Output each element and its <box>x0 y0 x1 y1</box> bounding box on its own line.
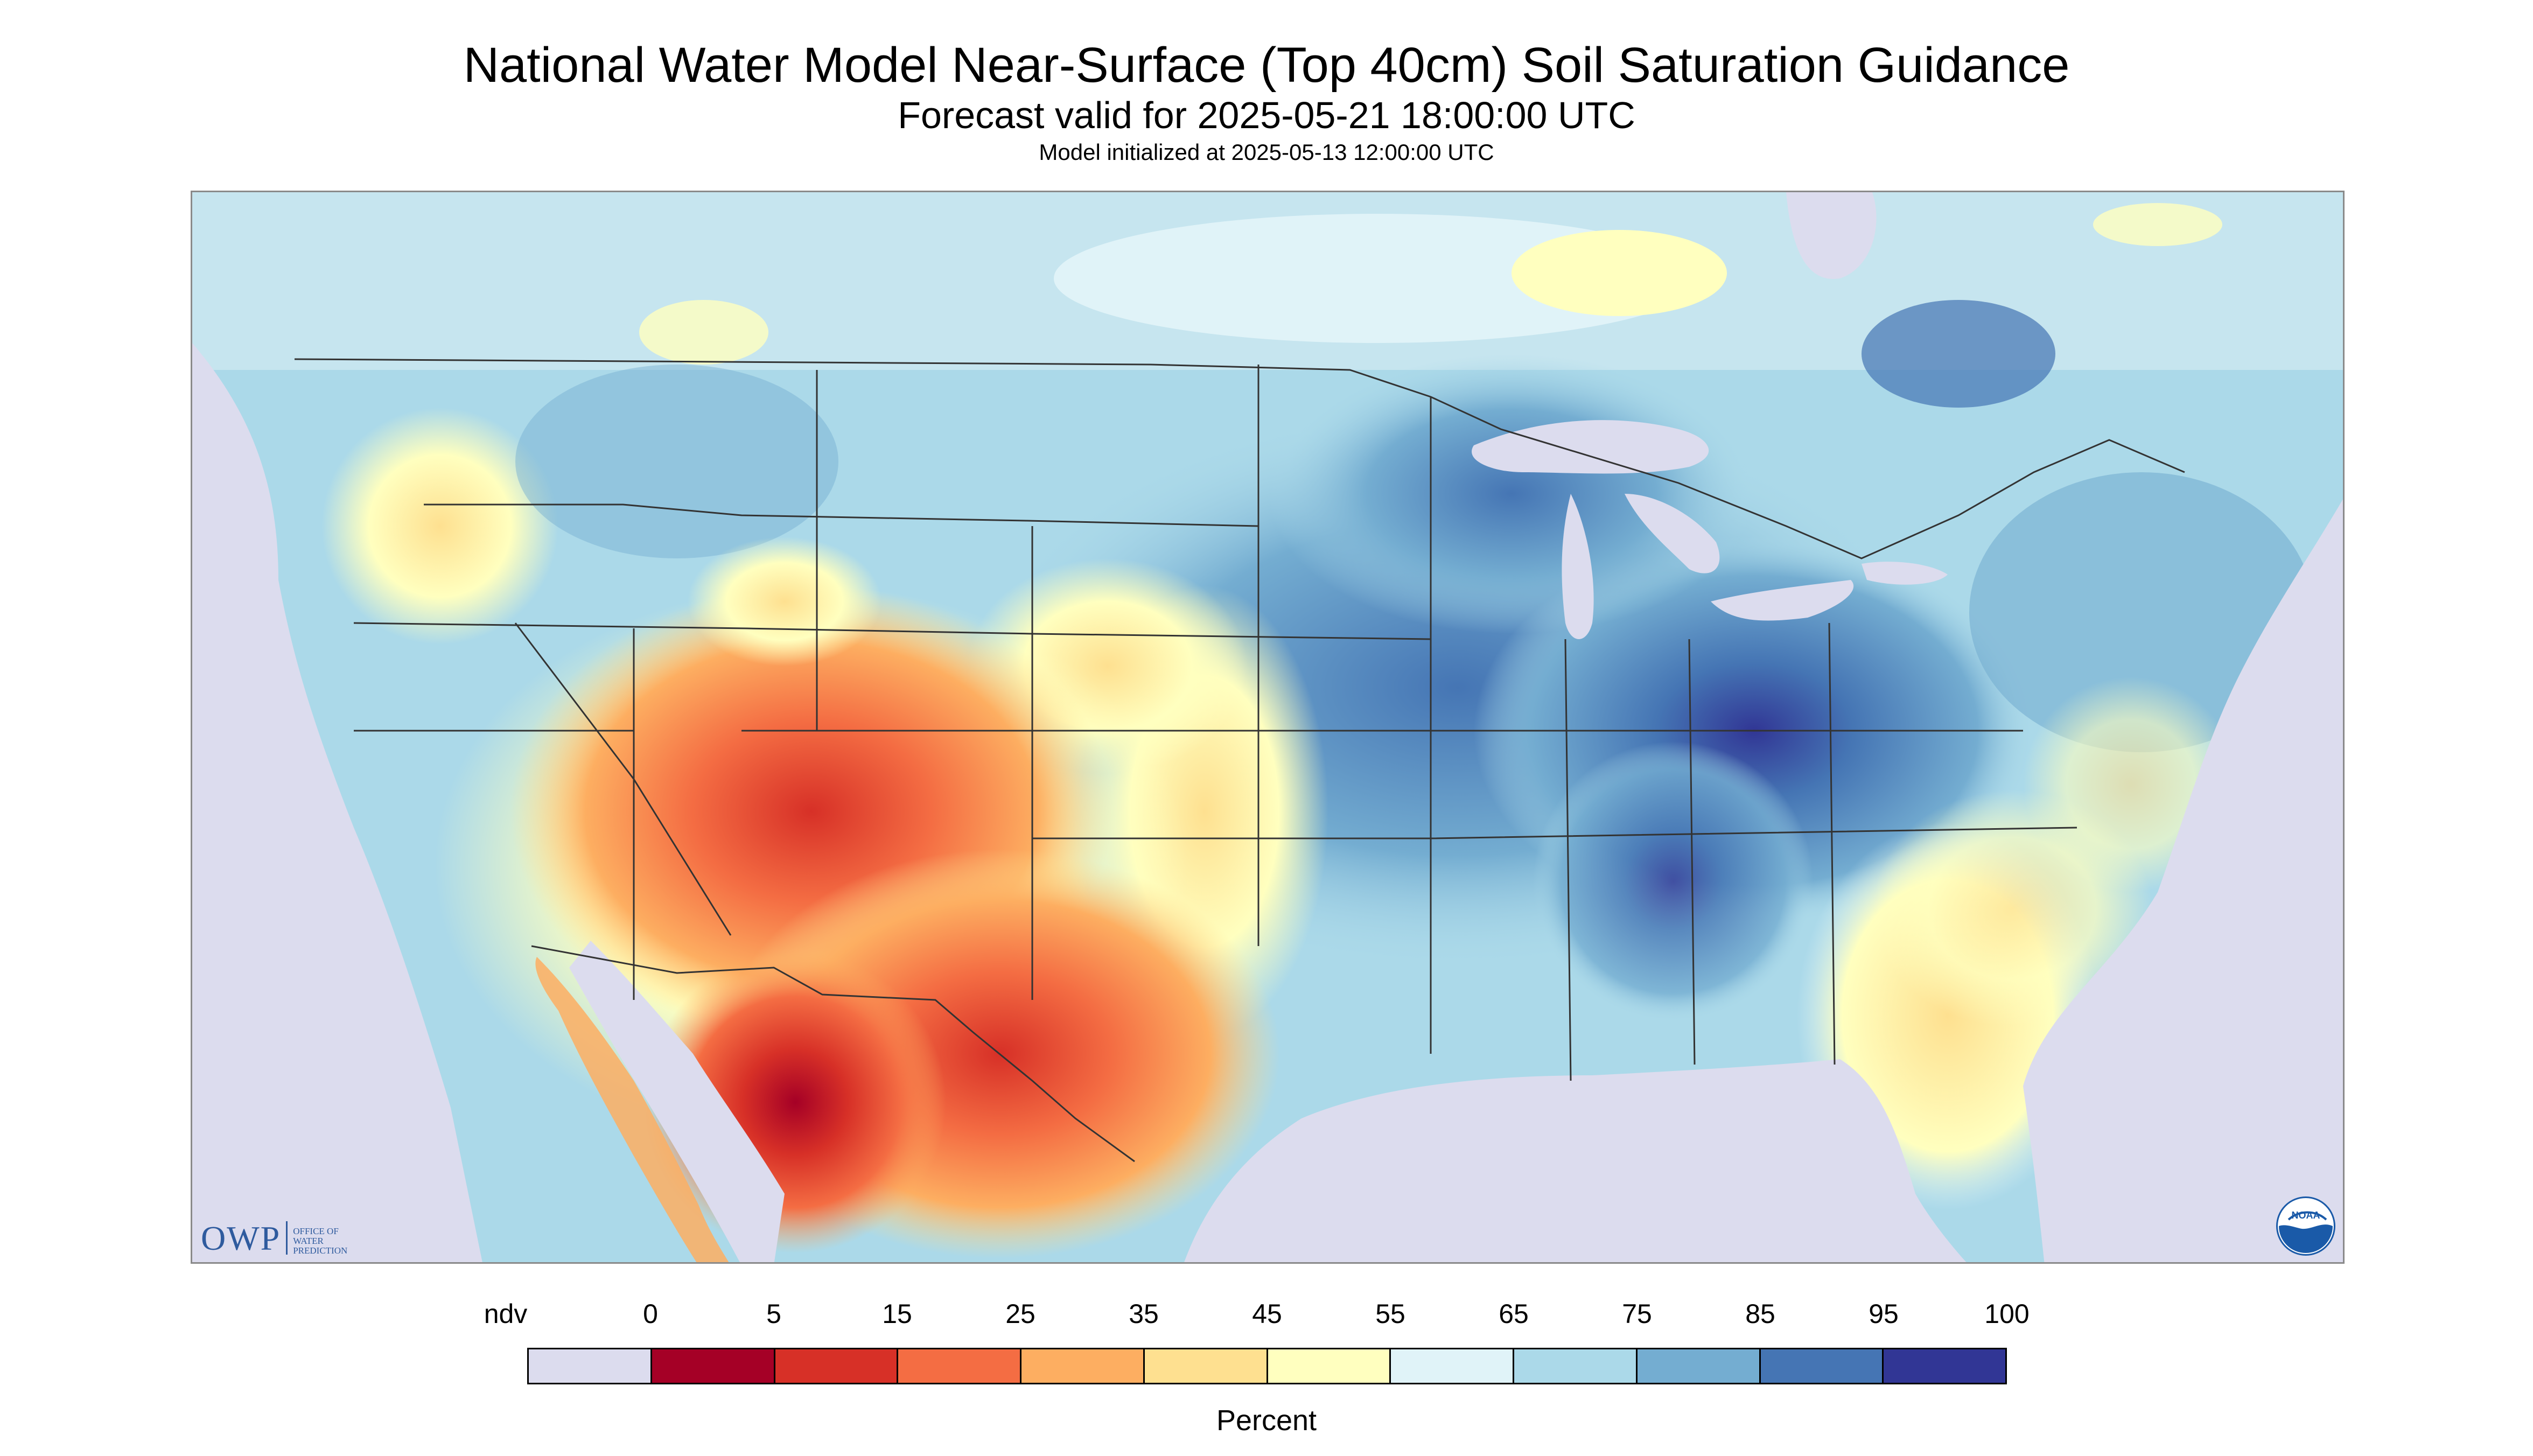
legend-swatch <box>898 1349 1021 1383</box>
legend-tick-label: 35 <box>1129 1299 1159 1329</box>
owp-line-1: OFFICE OF <box>293 1226 339 1236</box>
forecast-valid-subtitle: Forecast valid for 2025-05-21 18:00:00 U… <box>898 94 1635 136</box>
owp-line-2: WATER <box>293 1236 324 1246</box>
legend-swatch <box>775 1349 899 1383</box>
legend-swatch <box>1884 1349 2005 1383</box>
legend-tick-label: 75 <box>1622 1299 1652 1329</box>
legend-tick-label: 85 <box>1745 1299 1775 1329</box>
legend-tick-label: 55 <box>1375 1299 1405 1329</box>
legend-swatch <box>1144 1349 1268 1383</box>
legend-swatch <box>1391 1349 1514 1383</box>
land-area <box>192 192 2343 1262</box>
legend-swatch <box>1268 1349 1391 1383</box>
legend-tick-label: 0 <box>643 1299 658 1329</box>
legend-swatch <box>1021 1349 1145 1383</box>
baja-peninsula <box>535 957 729 1262</box>
legend-swatch <box>652 1349 775 1383</box>
legend-tick-label: 100 <box>1984 1299 2030 1329</box>
legend-tick-label: ndv <box>484 1299 528 1329</box>
legend-swatch <box>1760 1349 1884 1383</box>
owp-abbrev: OWP <box>201 1219 281 1257</box>
legend-swatch <box>529 1349 652 1383</box>
legend-units-label: Percent <box>1216 1404 1317 1437</box>
owp-separator <box>286 1221 288 1255</box>
legend-tick-label: 25 <box>1005 1299 1035 1329</box>
noaa-logo: NOAA <box>2276 1196 2335 1256</box>
map-title: National Water Model Near-Surface (Top 4… <box>463 38 2070 93</box>
legend-tick-label: 45 <box>1252 1299 1282 1329</box>
legend-tick-label: 65 <box>1499 1299 1529 1329</box>
color-legend <box>527 1348 2007 1384</box>
legend-swatch <box>1637 1349 1761 1383</box>
model-initialized-line: Model initialized at 2025-05-13 12:00:00… <box>1039 139 1494 165</box>
boundaries <box>294 358 2185 1163</box>
owp-line-3: PREDICTION <box>293 1245 348 1256</box>
ocean-mask <box>192 192 2343 1262</box>
soil-saturation-map: OWP OFFICE OF WATER PREDICTION NOAA <box>191 191 2345 1264</box>
legend-tick-label: 15 <box>882 1299 912 1329</box>
legend-swatch <box>1514 1349 1638 1383</box>
legend-tick-label: 5 <box>766 1299 781 1329</box>
owp-logo: OWP OFFICE OF WATER PREDICTION <box>201 1221 347 1256</box>
noaa-label: NOAA <box>2291 1210 2320 1221</box>
legend-tick-label: 95 <box>1869 1299 1899 1329</box>
owp-full-name: OFFICE OF WATER PREDICTION <box>293 1227 347 1256</box>
